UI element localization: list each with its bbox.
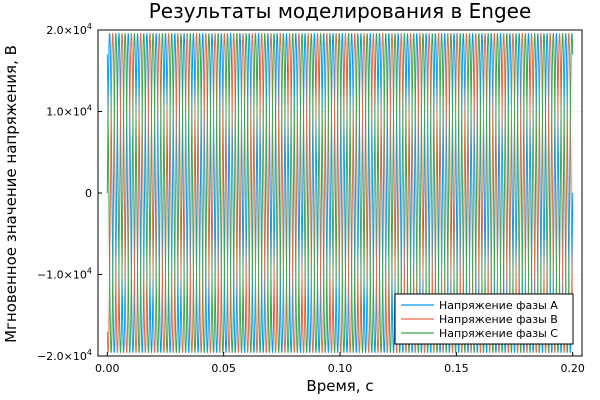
legend-label-a: Напряжение фазы A: [439, 299, 558, 312]
x-tick-label: 0.15: [444, 362, 469, 375]
legend-label-b: Напряжение фазы B: [439, 313, 558, 326]
series-line-c: [106, 33, 574, 353]
y-axis-label: Мгновенное значение напряжения, В: [2, 45, 20, 343]
y-tick-label: −1.0×104: [37, 267, 92, 282]
chart-title: Результаты моделирования в Engee: [149, 0, 532, 23]
series-line-b: [106, 33, 574, 353]
x-axis-label: Время, с: [306, 377, 373, 395]
y-tick-label: −2.0×104: [37, 348, 92, 363]
x-tick-label: 0.10: [328, 362, 353, 375]
y-axis-ticks: 2.0×104 1.0×104 0 −1.0×104 −2.0×104: [37, 22, 102, 363]
legend: Напряжение фазы A Напряжение фазы B Напр…: [394, 293, 574, 345]
x-axis-ticks: 0.00 0.05 0.10 0.15 0.20: [95, 352, 585, 375]
y-tick-label: 0: [85, 187, 92, 200]
legend-label-c: Напряжение фазы C: [439, 327, 558, 340]
x-tick-label: 0.05: [211, 362, 236, 375]
y-tick-label: 2.0×104: [46, 22, 92, 37]
y-tick-label: 1.0×104: [46, 104, 92, 119]
x-tick-label: 0.00: [95, 362, 120, 375]
x-tick-label: 0.20: [560, 362, 585, 375]
